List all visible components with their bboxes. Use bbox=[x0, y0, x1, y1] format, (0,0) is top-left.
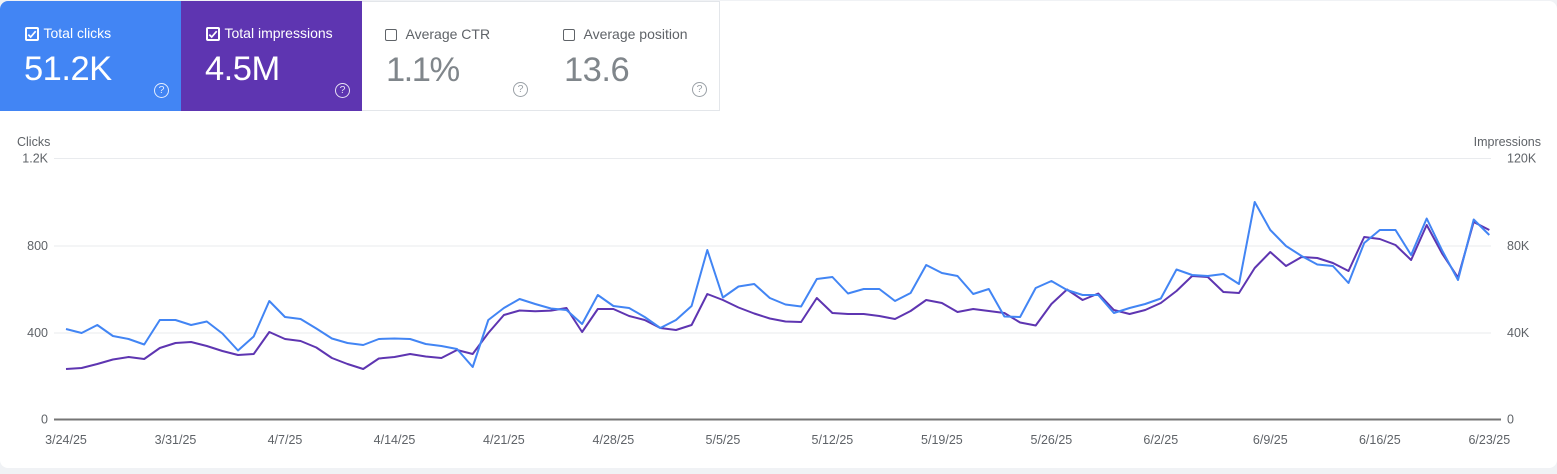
svg-text:5/26/25: 5/26/25 bbox=[1031, 433, 1073, 447]
svg-text:6/16/25: 6/16/25 bbox=[1359, 433, 1401, 447]
svg-text:0: 0 bbox=[1507, 413, 1514, 427]
svg-text:6/23/25: 6/23/25 bbox=[1468, 433, 1510, 447]
svg-text:6/9/25: 6/9/25 bbox=[1253, 433, 1288, 447]
svg-text:400: 400 bbox=[27, 326, 48, 340]
svg-text:Impressions: Impressions bbox=[1474, 135, 1541, 149]
svg-text:5/19/25: 5/19/25 bbox=[921, 433, 963, 447]
svg-text:Clicks: Clicks bbox=[17, 135, 50, 149]
svg-text:6/2/25: 6/2/25 bbox=[1143, 433, 1178, 447]
svg-text:800: 800 bbox=[27, 239, 48, 253]
svg-text:4/14/25: 4/14/25 bbox=[374, 433, 416, 447]
svg-text:40K: 40K bbox=[1507, 326, 1530, 340]
svg-text:5/5/25: 5/5/25 bbox=[706, 433, 741, 447]
svg-text:3/31/25: 3/31/25 bbox=[155, 433, 197, 447]
svg-text:4/21/25: 4/21/25 bbox=[483, 433, 525, 447]
svg-text:80K: 80K bbox=[1507, 239, 1530, 253]
svg-text:1.2K: 1.2K bbox=[22, 152, 48, 166]
svg-text:120K: 120K bbox=[1507, 152, 1537, 166]
svg-text:4/7/25: 4/7/25 bbox=[268, 433, 303, 447]
svg-text:3/24/25: 3/24/25 bbox=[45, 433, 87, 447]
svg-text:0: 0 bbox=[41, 413, 48, 427]
svg-text:5/12/25: 5/12/25 bbox=[812, 433, 854, 447]
svg-text:4/28/25: 4/28/25 bbox=[593, 433, 635, 447]
